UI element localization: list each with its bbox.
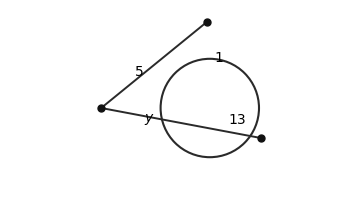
Text: y: y (144, 111, 152, 125)
Text: 5: 5 (135, 65, 144, 79)
Text: 1: 1 (214, 51, 223, 65)
Text: 13: 13 (228, 113, 246, 127)
